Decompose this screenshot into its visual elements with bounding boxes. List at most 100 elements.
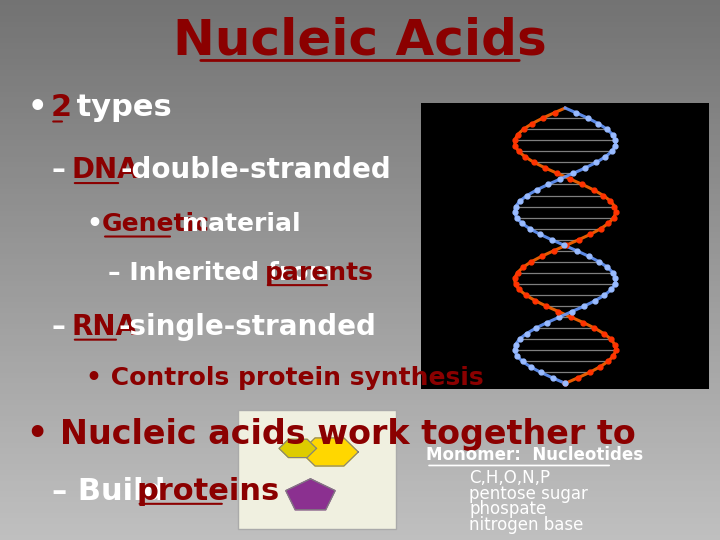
Bar xyxy=(0,497,720,502)
Bar xyxy=(0,43,720,49)
Text: –: – xyxy=(52,313,66,341)
Bar xyxy=(0,313,720,319)
Bar xyxy=(0,248,720,254)
Bar xyxy=(0,432,720,437)
Bar xyxy=(0,254,720,259)
Bar xyxy=(0,113,720,119)
Bar xyxy=(0,378,720,383)
Bar xyxy=(0,389,720,394)
Bar xyxy=(0,356,720,362)
Text: • Nucleic acids work together to: • Nucleic acids work together to xyxy=(27,418,636,451)
Bar xyxy=(0,437,720,443)
Bar xyxy=(0,97,720,103)
Text: – Inherited from: – Inherited from xyxy=(108,261,335,285)
Polygon shape xyxy=(279,440,317,457)
Text: proteins: proteins xyxy=(137,477,280,506)
Bar xyxy=(0,297,720,302)
Bar xyxy=(0,400,720,405)
Bar xyxy=(0,491,720,497)
Bar xyxy=(0,81,720,86)
Bar xyxy=(0,335,720,340)
Bar xyxy=(0,54,720,59)
Bar xyxy=(0,227,720,232)
Bar xyxy=(0,5,720,11)
Text: Genetic: Genetic xyxy=(102,212,210,236)
Bar xyxy=(0,470,720,475)
Bar xyxy=(0,508,720,513)
Text: parents: parents xyxy=(265,261,374,285)
Text: types: types xyxy=(66,93,172,123)
Bar xyxy=(0,535,720,540)
Bar xyxy=(0,448,720,454)
Text: Nucleic Acids: Nucleic Acids xyxy=(173,17,547,64)
Bar xyxy=(0,22,720,27)
Bar xyxy=(0,167,720,173)
Bar xyxy=(0,59,720,65)
Bar xyxy=(0,486,720,491)
Text: Monomer:  Nucleotides: Monomer: Nucleotides xyxy=(426,446,644,464)
Bar xyxy=(0,38,720,43)
Bar xyxy=(0,443,720,448)
Text: • Controls protein synthesis: • Controls protein synthesis xyxy=(86,366,484,390)
Bar xyxy=(0,146,720,151)
Bar xyxy=(0,27,720,32)
Bar xyxy=(0,32,720,38)
Bar xyxy=(0,416,720,421)
Bar xyxy=(0,11,720,16)
Text: material: material xyxy=(173,212,300,236)
Bar xyxy=(0,119,720,124)
Bar xyxy=(0,189,720,194)
Bar xyxy=(0,151,720,157)
Bar xyxy=(0,502,720,508)
Bar xyxy=(0,394,720,400)
Bar xyxy=(0,329,720,335)
Text: •: • xyxy=(27,93,47,123)
Bar xyxy=(0,135,720,140)
Bar xyxy=(0,302,720,308)
FancyBboxPatch shape xyxy=(238,410,396,529)
Bar xyxy=(0,103,720,108)
Bar xyxy=(0,238,720,243)
Bar xyxy=(0,454,720,459)
Text: – Build: – Build xyxy=(52,477,165,506)
Bar xyxy=(0,340,720,346)
Bar xyxy=(0,459,720,464)
Bar xyxy=(0,383,720,389)
Bar xyxy=(0,524,720,529)
Bar xyxy=(0,513,720,518)
Bar xyxy=(0,194,720,200)
Text: DNA: DNA xyxy=(72,156,140,184)
Bar xyxy=(0,518,720,524)
Text: phospate: phospate xyxy=(469,500,546,518)
Bar xyxy=(0,205,720,211)
Bar xyxy=(0,529,720,535)
Bar xyxy=(0,86,720,92)
Bar xyxy=(0,162,720,167)
Bar xyxy=(0,367,720,373)
Polygon shape xyxy=(286,479,335,510)
Bar xyxy=(0,70,720,76)
Bar xyxy=(0,427,720,432)
Bar xyxy=(0,216,720,221)
Text: nitrogen base: nitrogen base xyxy=(469,516,584,534)
Bar xyxy=(0,211,720,216)
Bar xyxy=(0,178,720,184)
Bar xyxy=(0,308,720,313)
Bar xyxy=(0,292,720,297)
Bar xyxy=(0,130,720,135)
Text: pentose sugar: pentose sugar xyxy=(469,484,588,503)
Bar xyxy=(0,49,720,54)
Bar xyxy=(0,259,720,265)
Bar xyxy=(0,157,720,162)
Bar xyxy=(0,221,720,227)
Bar xyxy=(0,475,720,481)
Text: 2: 2 xyxy=(50,93,71,123)
Bar xyxy=(0,362,720,367)
Bar xyxy=(0,76,720,81)
Bar xyxy=(0,265,720,270)
FancyBboxPatch shape xyxy=(421,103,709,389)
Bar xyxy=(0,232,720,238)
Bar xyxy=(0,173,720,178)
Bar xyxy=(0,286,720,292)
Bar xyxy=(0,270,720,275)
